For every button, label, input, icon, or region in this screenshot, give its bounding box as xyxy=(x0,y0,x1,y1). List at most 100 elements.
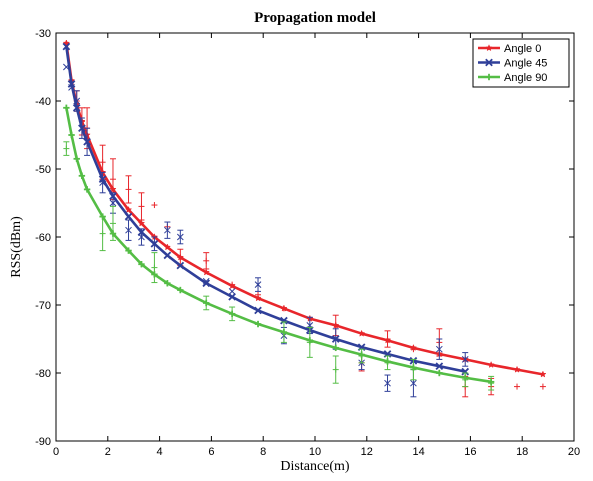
x-marker-stroke xyxy=(410,379,417,387)
measured-point xyxy=(99,230,106,237)
series-point xyxy=(383,336,392,344)
measured-point xyxy=(410,379,417,387)
legend-label: Angle 0 xyxy=(504,43,541,55)
series-point xyxy=(137,219,146,227)
series-point xyxy=(254,320,262,328)
legend-item: Angle 45 xyxy=(478,58,547,70)
y-tick-label: -50 xyxy=(35,164,51,176)
x-axis-label: Distance(m) xyxy=(280,459,350,474)
x-marker-stroke xyxy=(124,212,133,221)
series-point xyxy=(513,365,521,373)
measured-point xyxy=(514,383,521,390)
x-marker-stroke xyxy=(228,288,236,295)
series-point xyxy=(83,186,91,193)
series-point xyxy=(331,335,340,343)
series-point xyxy=(163,243,172,251)
series-point xyxy=(78,172,86,179)
series-point xyxy=(280,316,288,325)
series-point xyxy=(254,306,262,315)
axes-frame xyxy=(55,32,575,442)
measured-point xyxy=(203,257,210,264)
measured-point xyxy=(176,233,184,241)
x-marker-stroke xyxy=(78,124,86,133)
series-point xyxy=(539,370,547,378)
x-marker-stroke xyxy=(228,293,236,301)
legend-marker xyxy=(485,73,493,81)
x-marker-stroke xyxy=(109,192,117,201)
series-point xyxy=(109,192,117,201)
series-point xyxy=(409,343,418,351)
legend-label: Angle 90 xyxy=(504,72,547,84)
x-axis-ticks: 0 2 4 6 8 10 12 14 16 18 20 xyxy=(53,33,580,458)
series-point xyxy=(228,293,236,301)
x-marker-stroke xyxy=(254,281,262,288)
measured-point xyxy=(164,226,171,234)
measured-point xyxy=(539,383,546,390)
series-point xyxy=(164,280,171,287)
series-point xyxy=(62,42,71,51)
measured-point xyxy=(109,176,116,183)
measured-point xyxy=(254,281,262,288)
measured-point xyxy=(125,226,132,234)
y-tick-label: -70 xyxy=(35,300,51,312)
series-point xyxy=(83,137,91,146)
series-point xyxy=(138,261,145,268)
y-axis-ticks: -90 -80 -70 -60 -50 -40 -30 xyxy=(35,28,574,448)
series-line xyxy=(65,43,544,376)
series-point xyxy=(280,304,288,312)
series-point xyxy=(228,310,236,318)
measured-point xyxy=(332,366,339,373)
x-marker-stroke xyxy=(461,367,470,376)
measured-point xyxy=(228,288,236,295)
series-point xyxy=(176,261,185,270)
x-marker-stroke xyxy=(125,226,132,234)
series-point xyxy=(332,321,340,329)
series-point xyxy=(487,378,495,386)
x-tick-label: 18 xyxy=(516,446,528,458)
measured-point xyxy=(109,199,117,207)
x-marker-stroke xyxy=(163,251,172,260)
x-marker-stroke xyxy=(435,345,443,353)
series-point xyxy=(151,271,158,278)
x-tick-label: 2 xyxy=(105,446,111,458)
x-tick-label: 0 xyxy=(53,446,59,458)
series-point xyxy=(125,247,132,254)
x-marker-stroke xyxy=(67,80,76,88)
x-tick-label: 4 xyxy=(157,446,163,458)
measured-point xyxy=(461,356,469,363)
series-point xyxy=(98,175,107,184)
x-marker-stroke xyxy=(137,228,146,237)
x-tick-label: 14 xyxy=(412,446,424,458)
x-marker-stroke xyxy=(435,362,444,371)
measured-point xyxy=(125,186,132,193)
series-point xyxy=(109,185,117,193)
series-point xyxy=(254,294,262,302)
series-point xyxy=(150,239,159,248)
x-marker-stroke xyxy=(176,233,184,241)
legend-label: Angle 45 xyxy=(504,58,547,70)
legend-item: Angle 90 xyxy=(478,72,547,84)
y-tick-label: -40 xyxy=(35,96,51,108)
y-tick-label: -90 xyxy=(35,436,51,448)
series-line xyxy=(65,107,492,384)
series-point xyxy=(163,251,172,260)
series-point xyxy=(487,360,495,368)
chart-title: Propagation model xyxy=(254,10,376,26)
series-point xyxy=(203,299,210,307)
x-marker-stroke xyxy=(331,335,340,343)
x-marker-stroke xyxy=(109,199,117,207)
y-tick-label: -60 xyxy=(35,232,51,244)
x-tick-label: 16 xyxy=(464,446,476,458)
x-marker-stroke xyxy=(384,379,391,387)
series-point xyxy=(202,279,211,288)
series-point xyxy=(177,286,184,294)
legend-item: Angle 0 xyxy=(478,43,541,55)
series-point xyxy=(435,362,444,371)
data-layer xyxy=(62,39,547,398)
measured-point xyxy=(435,345,443,353)
x-marker-stroke xyxy=(254,306,262,315)
x-marker-stroke xyxy=(62,42,71,51)
series-point xyxy=(462,374,469,381)
x-tick-label: 10 xyxy=(309,446,321,458)
